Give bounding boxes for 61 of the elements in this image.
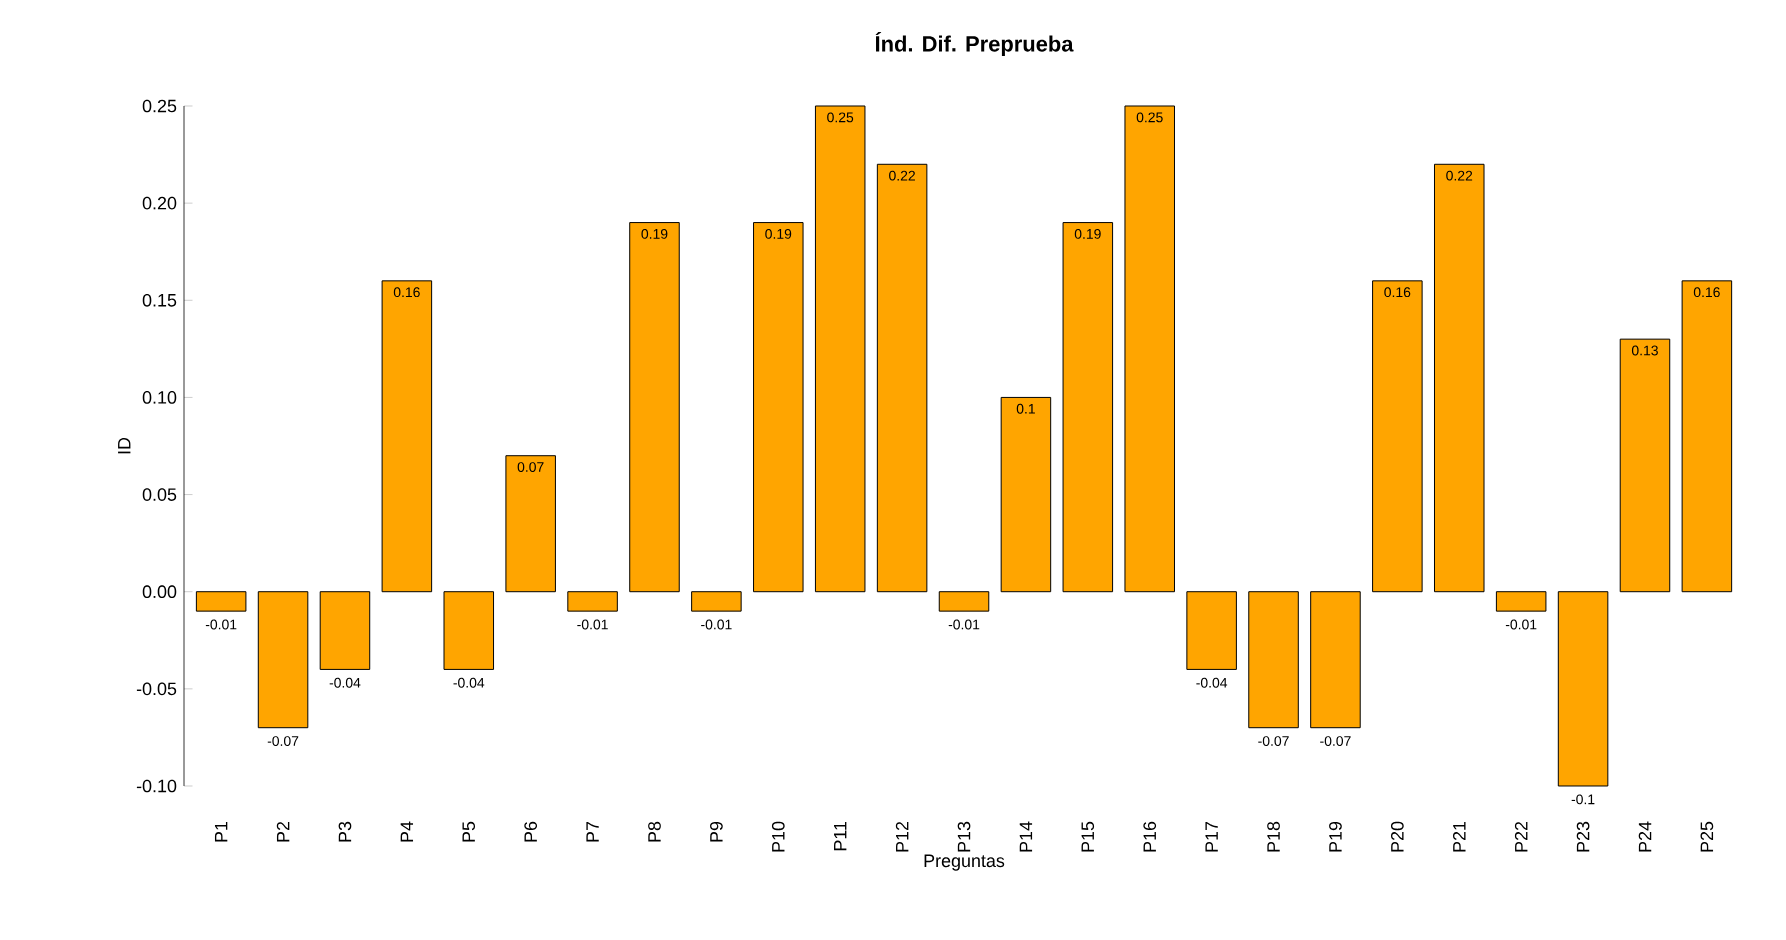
x-tick-label: P12 (895, 821, 909, 852)
bar (1557, 591, 1609, 787)
y-tick-label: 0.10 (142, 391, 177, 404)
x-tick-label: P4 (400, 821, 414, 842)
bar (876, 163, 928, 593)
bar (1186, 591, 1237, 670)
x-tick-label: P1 (214, 821, 228, 842)
x-tick-label: P13 (957, 821, 971, 852)
x-tick-label: P6 (524, 821, 538, 842)
y-tick-label: -0.05 (136, 682, 177, 696)
x-tick-label: P11 (834, 821, 847, 851)
bar (1248, 591, 1299, 729)
x-tick-label: P3 (338, 821, 352, 842)
y-tick-label: 0.25 (142, 99, 177, 113)
y-tick-label: 0.05 (142, 488, 177, 501)
y-tick-label: 0.15 (142, 293, 177, 307)
bar (505, 455, 556, 593)
y-tick-label: 0.20 (142, 196, 177, 210)
y-tick-label: -0.10 (136, 779, 177, 793)
bar (753, 222, 804, 593)
y-axis-title: ID (118, 437, 131, 454)
x-tick-label: P18 (1267, 821, 1280, 852)
x-tick-label: P21 (1452, 821, 1466, 852)
bar (1310, 591, 1361, 729)
bar (1000, 396, 1052, 593)
x-tick-label: P23 (1576, 821, 1590, 852)
bar (691, 591, 742, 612)
bar (257, 591, 309, 729)
bar (1495, 591, 1547, 612)
bar (938, 591, 990, 612)
bar (1062, 222, 1114, 593)
bar (814, 105, 866, 593)
bar (1433, 163, 1485, 593)
x-tick-label: P22 (1514, 821, 1528, 852)
bar (1372, 280, 1423, 593)
bar (1681, 280, 1733, 593)
bar (381, 280, 433, 593)
x-tick-label: P17 (1205, 821, 1218, 852)
x-tick-label: P20 (1390, 821, 1404, 852)
x-tick-label: P7 (586, 821, 599, 842)
x-tick-label: P15 (1081, 821, 1095, 852)
x-tick-label: P25 (1700, 821, 1714, 852)
bar (1619, 338, 1671, 593)
y-tick-label: 0.00 (142, 585, 177, 599)
x-axis-title: Preguntas (924, 854, 1005, 871)
bar (567, 591, 618, 612)
x-tick-label: P2 (276, 821, 290, 842)
x-tick-label: P14 (1019, 821, 1033, 852)
bar (195, 591, 247, 612)
x-tick-label: P16 (1143, 821, 1157, 852)
x-tick-label: P19 (1329, 821, 1342, 852)
bar (443, 591, 495, 670)
x-tick-label: P5 (462, 821, 476, 842)
bar (1124, 105, 1175, 593)
bar (319, 591, 371, 670)
x-tick-label: P9 (710, 821, 723, 842)
chart-title: Índ. Dif. Preprueba (875, 32, 1074, 56)
x-tick-label: P10 (771, 821, 785, 852)
x-tick-label: P24 (1638, 821, 1652, 852)
bar (629, 222, 680, 593)
x-tick-label: P8 (648, 821, 661, 842)
